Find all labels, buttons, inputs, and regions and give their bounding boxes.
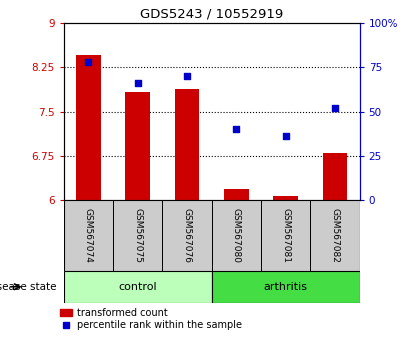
Text: disease state: disease state <box>0 282 60 292</box>
Bar <box>212 200 261 271</box>
Text: GSM567081: GSM567081 <box>281 208 290 263</box>
Point <box>85 59 92 65</box>
Bar <box>224 189 249 200</box>
Bar <box>125 92 150 200</box>
Bar <box>310 200 360 271</box>
Point <box>134 80 141 86</box>
Title: GDS5243 / 10552919: GDS5243 / 10552919 <box>140 7 283 21</box>
Text: GSM567075: GSM567075 <box>133 208 142 263</box>
Text: control: control <box>118 282 157 292</box>
Bar <box>64 271 212 303</box>
Point <box>282 133 289 139</box>
Legend: transformed count, percentile rank within the sample: transformed count, percentile rank withi… <box>60 308 242 330</box>
Text: GSM567082: GSM567082 <box>330 208 339 263</box>
Bar <box>64 200 113 271</box>
Bar <box>175 89 199 200</box>
Bar <box>273 196 298 200</box>
Bar <box>113 200 162 271</box>
Text: GSM567080: GSM567080 <box>232 208 241 263</box>
Point <box>184 73 190 79</box>
Text: GSM567076: GSM567076 <box>182 208 192 263</box>
Point <box>233 126 240 132</box>
Text: arthritis: arthritis <box>263 282 308 292</box>
Bar <box>76 56 101 200</box>
Bar <box>323 153 347 200</box>
Bar <box>212 271 360 303</box>
Point <box>332 105 338 111</box>
Bar <box>162 200 212 271</box>
Text: GSM567074: GSM567074 <box>84 208 93 263</box>
Bar <box>261 200 310 271</box>
